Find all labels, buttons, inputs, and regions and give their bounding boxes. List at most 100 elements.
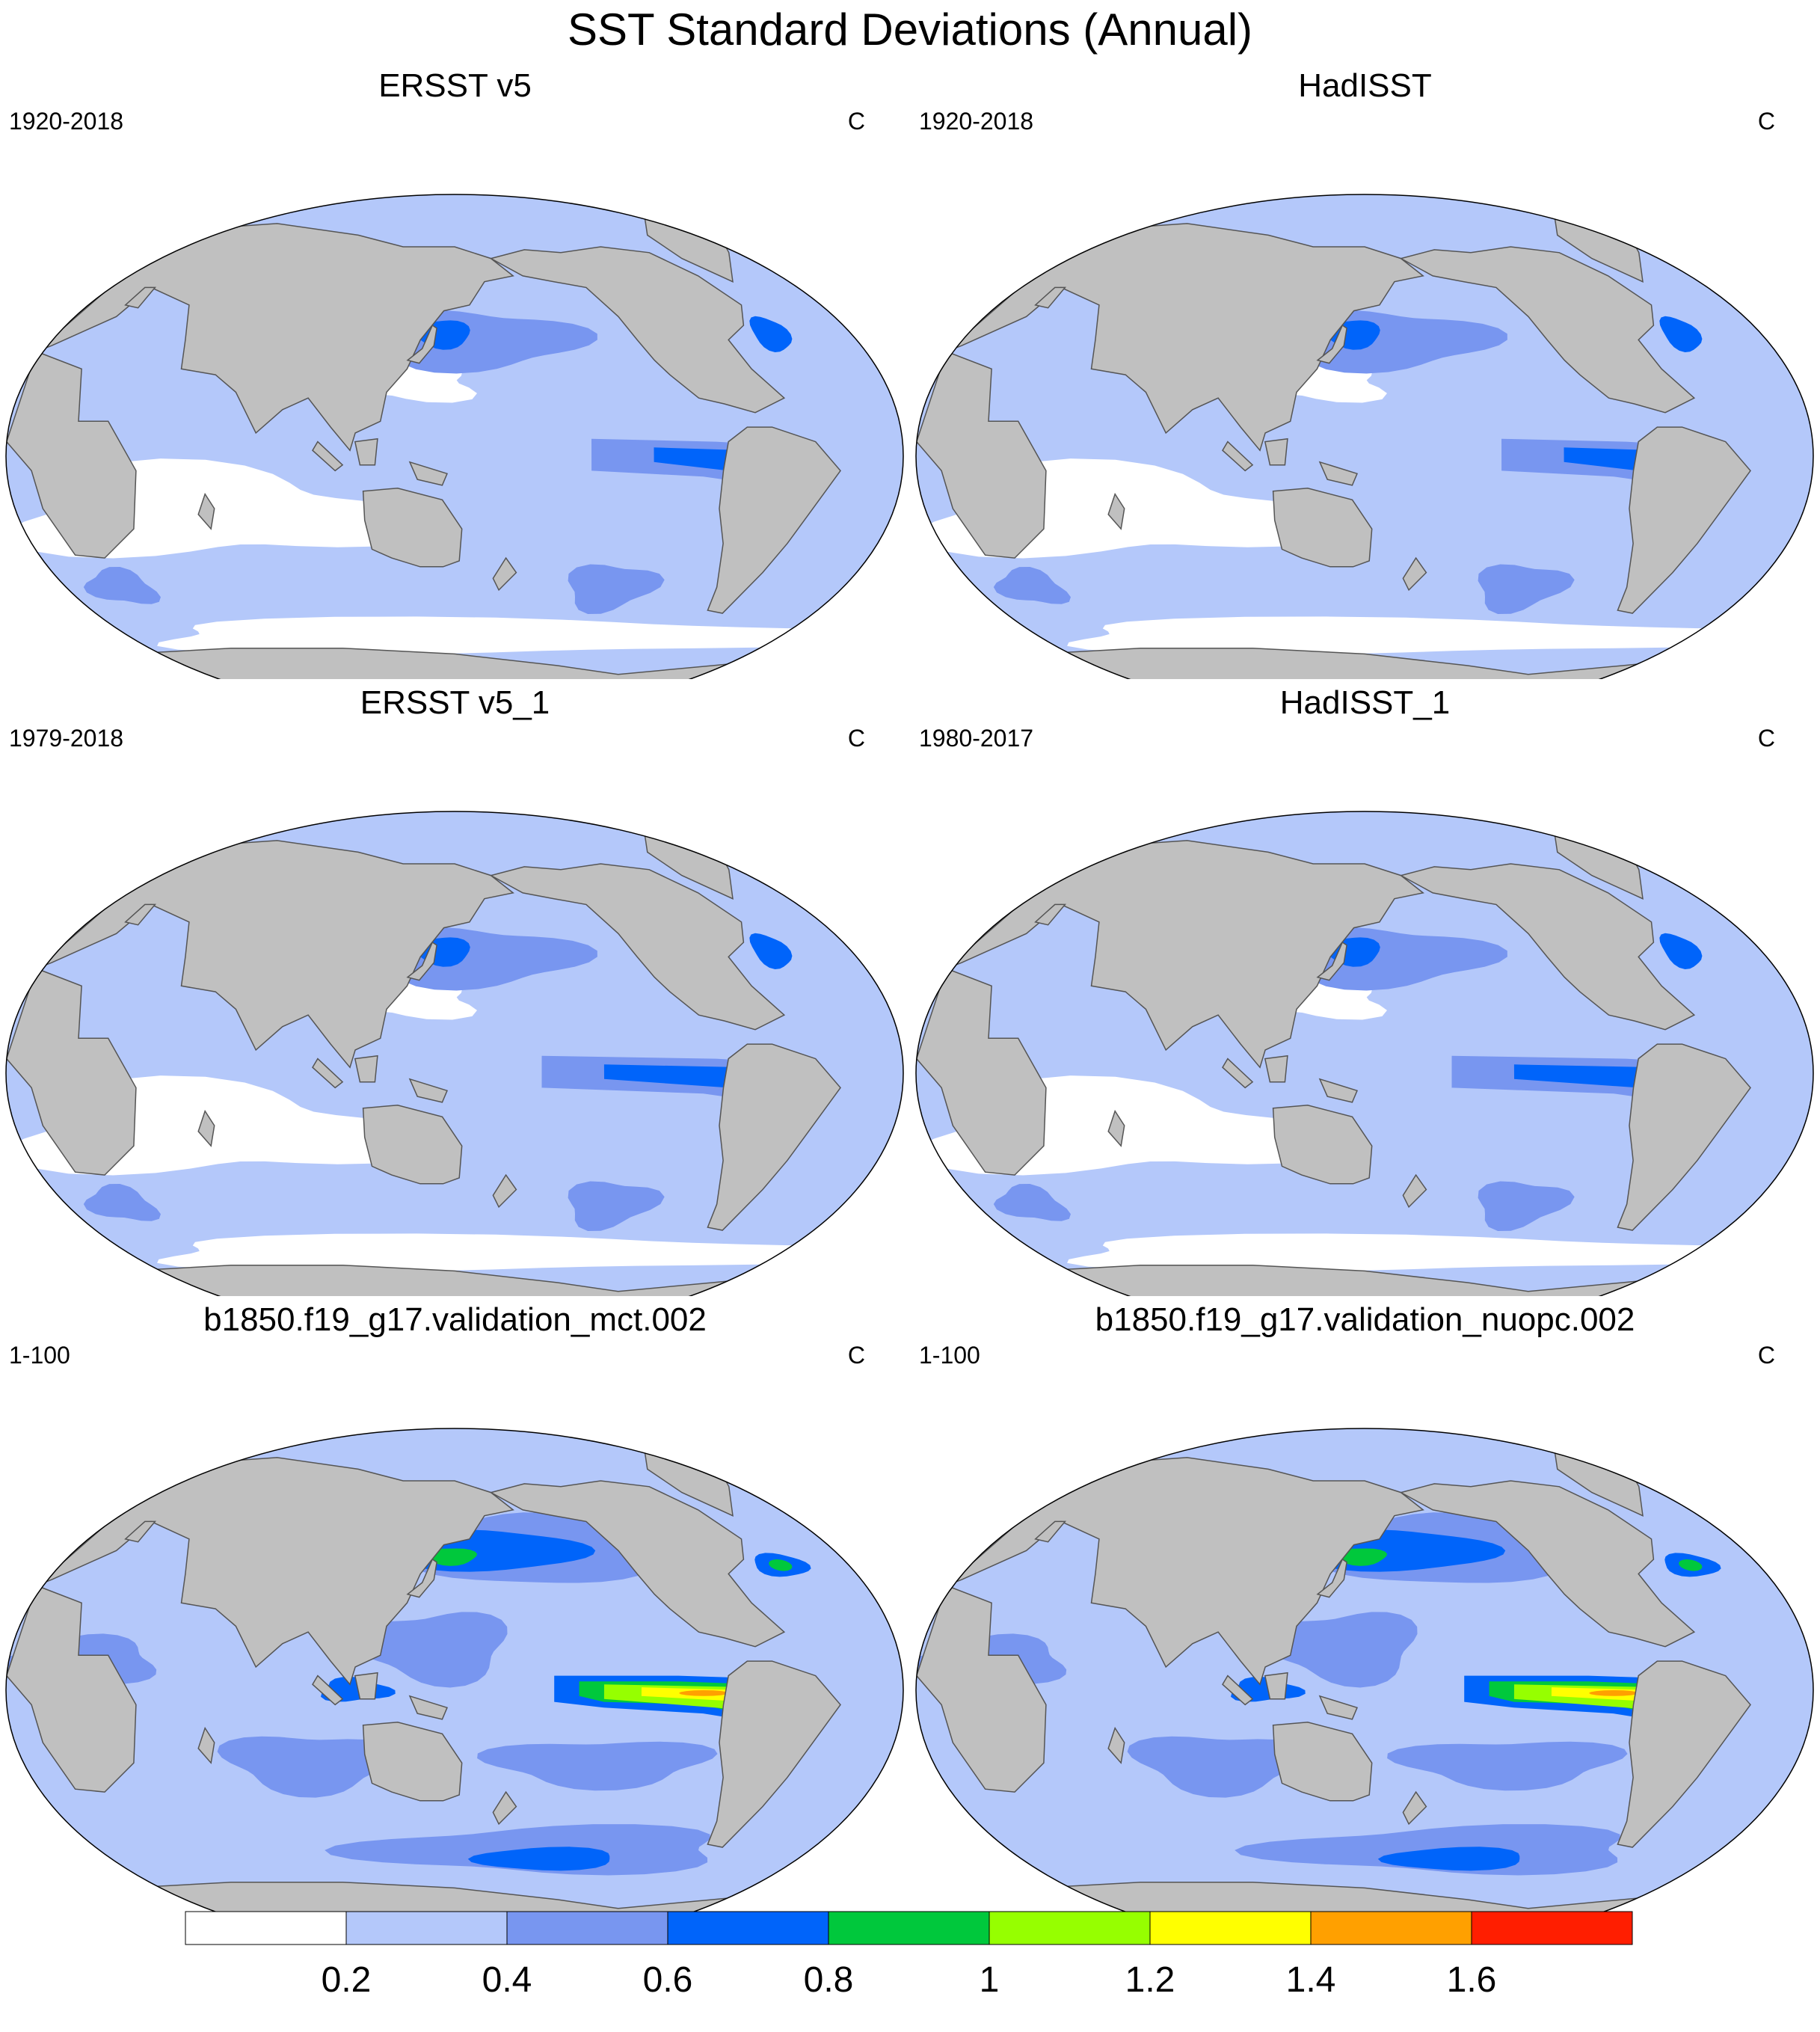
land-africa [6, 351, 137, 559]
panel-title: HadISST [1298, 67, 1432, 104]
panel-units: C [847, 1342, 865, 1369]
sst-contour [83, 567, 161, 604]
land-japan [1316, 1558, 1347, 1598]
colorbar-label: 1.2 [1125, 1960, 1175, 2000]
land-antarctica [127, 647, 774, 679]
land-nz [492, 1173, 517, 1209]
land-namerica [1399, 863, 1696, 1031]
land-newguinea [1318, 461, 1359, 486]
land-sumatra [312, 441, 344, 472]
colorbar-label: 1.4 [1286, 1960, 1336, 2000]
land-uk [1034, 903, 1067, 926]
land-nz [1402, 1173, 1427, 1209]
panel-units: C [1757, 725, 1775, 752]
map-plot [5, 194, 904, 679]
colorbar-label: 1 [980, 1960, 1000, 2000]
land-newguinea [408, 1078, 449, 1103]
colorbar-swatch [345, 1911, 508, 1945]
land-australia [1272, 1722, 1373, 1802]
colorbar: 0.2 0.4 0.6 0.8 1 1.2 1.4 1.6 [185, 1911, 1633, 2000]
land-samerica [1617, 1660, 1751, 1848]
land-uk [124, 286, 157, 309]
map-plot [915, 811, 1814, 1296]
map-panel: ERSST v5_1 1979-2018 C [0, 677, 910, 1296]
land-newguinea [1318, 1695, 1359, 1720]
land-samerica [1617, 1043, 1751, 1231]
land-australia [362, 488, 463, 568]
land-sumatra [312, 1058, 344, 1089]
land-japan [1316, 324, 1347, 364]
land-madagascar [1107, 1726, 1125, 1764]
sst-contour [993, 567, 1071, 604]
panel-period: 1-100 [919, 1342, 980, 1369]
ocean-field [916, 1428, 1813, 1913]
land-newguinea [408, 461, 449, 486]
land-borneo [354, 438, 378, 466]
land-sumatra [1222, 441, 1254, 472]
colorbar-label: 0.4 [482, 1960, 532, 2000]
land-africa [916, 968, 1047, 1176]
panel-units: C [847, 725, 865, 752]
land-japan [406, 1558, 437, 1598]
land-madagascar [1107, 1109, 1125, 1147]
panel-units: C [847, 108, 865, 135]
map-panel: HadISST_1 1980-2017 C [910, 677, 1820, 1296]
land-madagascar [1107, 492, 1125, 530]
panel-period: 1980-2017 [919, 725, 1034, 752]
colorbar-swatch [1149, 1911, 1312, 1945]
land-samerica [707, 1660, 841, 1848]
sst-contour [1067, 616, 1813, 655]
sst-contour [348, 1612, 508, 1688]
sst-contour [769, 1559, 793, 1571]
sst-contour [679, 1690, 729, 1696]
sst-contour [749, 933, 793, 969]
sst-contour [1659, 316, 1703, 352]
sst-contour [1478, 1181, 1575, 1231]
panel-period: 1-100 [9, 1342, 70, 1369]
map-frame [915, 1428, 1814, 1913]
land-australia [362, 1722, 463, 1802]
panel-title: HadISST_1 [1279, 684, 1451, 721]
map-frame [915, 194, 1814, 679]
panel-period: 1920-2018 [919, 108, 1034, 135]
colorbar-swatch [989, 1911, 1151, 1945]
panel-title: b1850.f19_g17.validation_mct.002 [203, 1301, 707, 1338]
map-plot [915, 194, 1814, 679]
land-madagascar [197, 492, 215, 530]
land-uk [1034, 286, 1067, 309]
land-japan [406, 941, 437, 981]
sst-contour [157, 1233, 903, 1272]
colorbar-swatch [185, 1911, 347, 1945]
colorbar-label: 0.8 [804, 1960, 854, 2000]
land-sumatra [312, 1675, 344, 1706]
land-samerica [707, 1043, 841, 1231]
land-japan [406, 324, 437, 364]
figure-title: SST Standard Deviations (Annual) [567, 4, 1253, 55]
map-panel: HadISST 1920-2018 C [910, 60, 1820, 679]
panel-units: C [1757, 1342, 1775, 1369]
map-frame [915, 811, 1814, 1296]
sst-contour [83, 1184, 161, 1221]
land-madagascar [197, 1726, 215, 1764]
land-madagascar [197, 1109, 215, 1147]
colorbar-swatch [667, 1911, 829, 1945]
land-newguinea [408, 1695, 449, 1720]
land-borneo [1264, 438, 1288, 466]
sst-contour [477, 1741, 718, 1791]
land-sumatra [1222, 1058, 1254, 1089]
sst-contour [217, 1736, 405, 1798]
land-australia [1272, 1105, 1373, 1185]
map-plot [5, 811, 904, 1296]
map-frame [5, 194, 904, 679]
land-namerica [489, 1480, 786, 1648]
sst-contour [1377, 1847, 1520, 1871]
land-newguinea [1318, 1078, 1359, 1103]
land-antarctica [1037, 1881, 1684, 1913]
panel-title: b1850.f19_g17.validation_nuopc.002 [1095, 1301, 1635, 1338]
land-africa [916, 1585, 1047, 1793]
land-australia [362, 1105, 463, 1185]
sst-contour [467, 1847, 610, 1871]
sst-contour [568, 564, 665, 614]
land-africa [6, 968, 137, 1176]
sst-contour [1127, 1736, 1315, 1798]
